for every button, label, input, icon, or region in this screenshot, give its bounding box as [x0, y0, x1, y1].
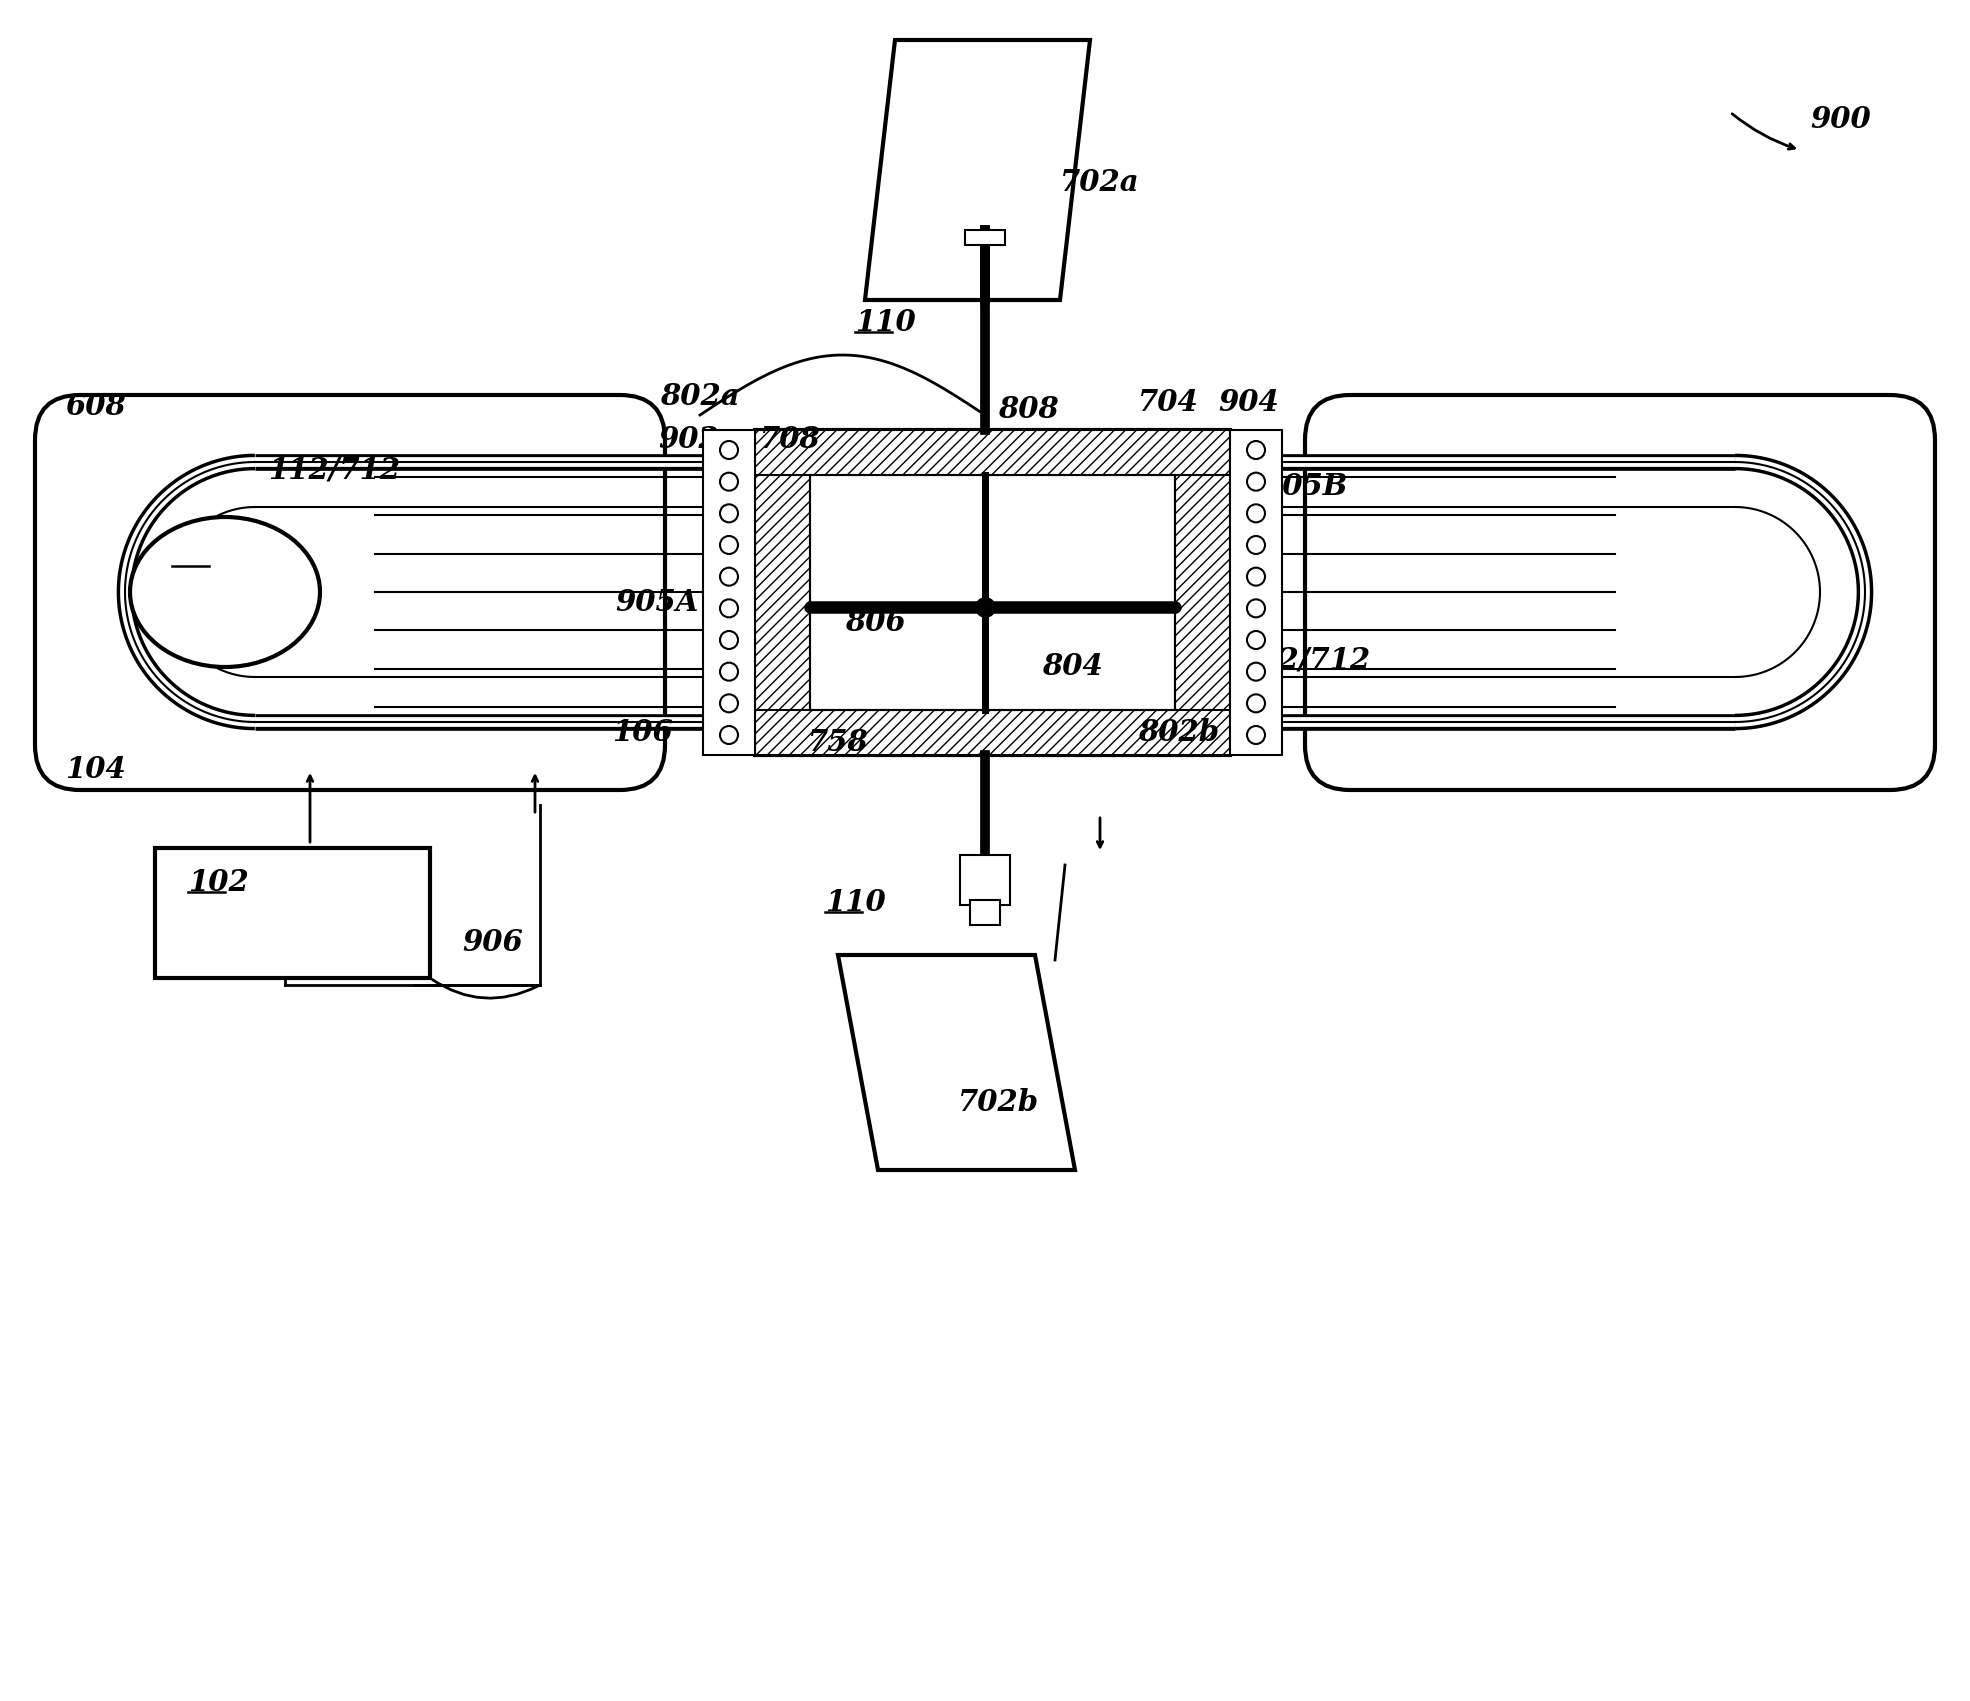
Text: 708: 708 — [760, 425, 821, 454]
Text: 806: 806 — [845, 607, 906, 636]
Text: 804: 804 — [1042, 651, 1103, 680]
Polygon shape — [865, 41, 1089, 299]
Text: 110: 110 — [855, 308, 916, 337]
Bar — [755, 430, 1229, 755]
Text: 106: 106 — [613, 718, 672, 747]
Polygon shape — [837, 954, 1076, 1170]
Bar — [959, 856, 1011, 905]
Text: 758: 758 — [808, 728, 869, 757]
Text: 102: 102 — [187, 868, 248, 896]
Text: 104: 104 — [65, 755, 126, 784]
Bar — [755, 709, 1229, 755]
Ellipse shape — [130, 517, 319, 667]
Text: 112/712: 112/712 — [1237, 645, 1369, 674]
Bar — [755, 430, 1229, 475]
Text: 802a: 802a — [660, 383, 739, 412]
Bar — [755, 430, 810, 755]
Bar — [703, 430, 755, 755]
Text: 702b: 702b — [957, 1089, 1038, 1118]
Text: 608: 608 — [65, 391, 126, 422]
Text: 802b: 802b — [1139, 718, 1219, 747]
FancyBboxPatch shape — [35, 395, 666, 789]
Text: 108: 108 — [171, 543, 232, 572]
Bar — [1229, 430, 1282, 755]
Bar — [156, 849, 429, 978]
Text: 902: 902 — [658, 425, 719, 454]
Text: 900: 900 — [1810, 105, 1872, 134]
Text: 702a: 702a — [1060, 168, 1139, 197]
Text: 808: 808 — [999, 395, 1058, 424]
Bar — [1174, 430, 1229, 755]
Bar — [810, 475, 1174, 709]
Text: 110: 110 — [825, 888, 886, 917]
Text: 904: 904 — [1217, 388, 1279, 417]
Bar — [969, 900, 1001, 925]
Text: 905B: 905B — [1263, 471, 1347, 502]
Bar — [965, 230, 1005, 245]
Text: 704: 704 — [1139, 388, 1200, 417]
FancyBboxPatch shape — [1304, 395, 1935, 789]
Text: 905A: 905A — [615, 589, 699, 617]
Text: 112/712: 112/712 — [268, 454, 400, 485]
Text: 906: 906 — [463, 929, 522, 958]
